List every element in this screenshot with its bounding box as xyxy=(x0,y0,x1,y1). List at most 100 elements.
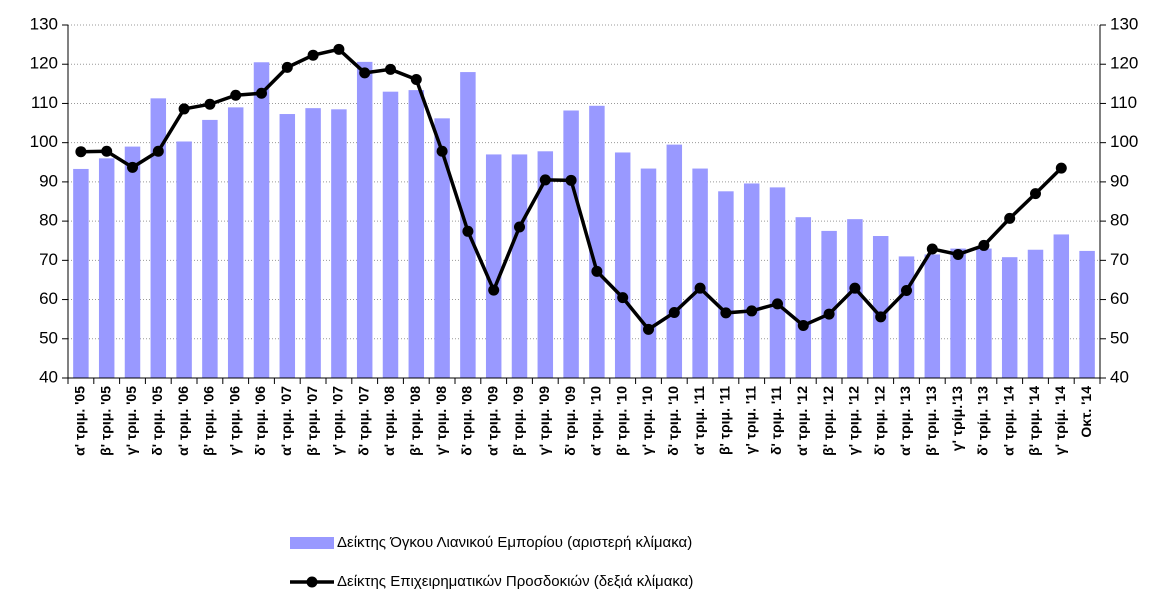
bar xyxy=(176,141,192,378)
bar xyxy=(872,236,889,378)
x-tick-label: β' τριμ. '08 xyxy=(407,386,423,456)
x-tick-label: α' τριμ. '13 xyxy=(897,386,913,456)
x-tick-label: α' τριμ. '07 xyxy=(278,386,294,456)
line-point xyxy=(901,285,912,297)
y2-tick-label: 100 xyxy=(1110,132,1138,151)
line-point xyxy=(978,239,990,251)
legend-label: Δείκτης Επιχειρηματικών Προσδοκιών (δεξι… xyxy=(337,573,693,590)
y-tick-label: 40 xyxy=(39,367,58,386)
x-tick-label: β' τριμ. '05 xyxy=(97,386,113,456)
bar xyxy=(640,168,657,378)
bar xyxy=(98,158,115,378)
bar xyxy=(73,168,89,378)
bar xyxy=(124,146,141,378)
bar xyxy=(769,187,786,378)
line-point xyxy=(462,225,474,237)
line-point xyxy=(643,323,654,335)
bar xyxy=(898,256,915,378)
line-point xyxy=(127,161,138,173)
bar xyxy=(847,219,863,378)
line-point xyxy=(1030,188,1041,200)
y2-tick-label: 80 xyxy=(1110,211,1129,230)
bar xyxy=(614,152,631,378)
line-point xyxy=(1055,162,1067,174)
bar xyxy=(718,191,734,378)
bar xyxy=(408,90,425,378)
x-tick-label: γ' τρίμ.'13 xyxy=(949,386,965,451)
y-tick-label: 60 xyxy=(39,289,58,308)
x-tick-label: γ' τριμ. '11 xyxy=(742,386,758,454)
line-point xyxy=(333,43,345,55)
y-tick-label: 100 xyxy=(30,132,58,151)
y-tick-label: 130 xyxy=(30,14,58,33)
bar xyxy=(331,109,347,379)
bar xyxy=(356,61,373,378)
line-point xyxy=(875,311,887,323)
bar xyxy=(202,119,218,378)
bar xyxy=(434,118,450,379)
line-point xyxy=(152,145,164,157)
y-tick-label: 110 xyxy=(31,93,58,112)
x-tick-label: δ' τρίμ. '13 xyxy=(975,386,991,456)
x-tick-label: α' τριμ. '11 xyxy=(691,386,707,455)
bar xyxy=(150,98,167,379)
x-tick-label: δ' τριμ. '10 xyxy=(665,386,681,456)
bar xyxy=(666,144,683,378)
bar xyxy=(485,154,502,378)
bar xyxy=(511,154,528,378)
bar xyxy=(382,91,399,378)
line-point xyxy=(204,98,216,110)
x-tick-label: δ' τριμ. '09 xyxy=(562,386,578,456)
line-point xyxy=(359,67,371,79)
bar xyxy=(589,105,605,378)
line-point xyxy=(952,248,964,260)
x-tick-label: γ' τριμ. '05 xyxy=(123,386,139,455)
x-tick-label: α' τριμ. '08 xyxy=(381,386,397,456)
line-point xyxy=(694,282,706,294)
x-tick-label: β' τριμ. '12 xyxy=(820,386,836,456)
x-tick-label: α' τριμ. '09 xyxy=(484,386,500,456)
bar xyxy=(950,248,966,378)
x-tick-label: γ' τριμ. '08 xyxy=(433,386,449,455)
y2-tick-label: 130 xyxy=(1110,14,1138,33)
x-tick-label: δ' τριμ. '07 xyxy=(355,386,371,456)
line-point xyxy=(539,174,551,186)
x-tick-label: β' τριμ. '14 xyxy=(1026,386,1042,456)
x-tick-label: α' τριμ. '06 xyxy=(175,386,191,456)
bar xyxy=(795,217,812,378)
x-tick-label: γ' τριμ. '06 xyxy=(226,386,242,455)
x-tick-label: γ' τριμ. '07 xyxy=(330,386,346,455)
line-point xyxy=(849,282,861,294)
line-point xyxy=(591,265,603,277)
bar xyxy=(460,72,476,379)
x-tick-label: α' τριμ. '12 xyxy=(794,386,810,456)
x-tick-label: α' τριμ. '05 xyxy=(72,386,88,456)
line-point xyxy=(668,306,680,318)
x-tick-label: δ' τριμ. '05 xyxy=(149,386,165,456)
x-tick-label: α' τριμ. '14 xyxy=(1000,386,1016,456)
bar xyxy=(821,230,837,378)
x-tick-label: β' τριμ. '11 xyxy=(717,386,733,455)
y2-tick-label: 40 xyxy=(1110,367,1129,386)
x-tick-label: δ' τριμ. '08 xyxy=(459,386,475,456)
x-tick-label: β' τριμ. '10 xyxy=(613,386,629,456)
bar xyxy=(743,183,760,378)
y2-tick-label: 110 xyxy=(1110,93,1137,112)
line-point xyxy=(720,307,732,319)
line-point xyxy=(307,49,319,61)
x-tick-label: β' τριμ. '06 xyxy=(201,386,217,456)
legend-swatch xyxy=(306,576,318,588)
x-tick-label: δ' τριμ. '11 xyxy=(768,386,784,455)
bar xyxy=(305,108,321,378)
x-tick-label: α' τριμ. '10 xyxy=(588,386,604,456)
y2-tick-label: 120 xyxy=(1110,54,1138,73)
x-tick-label: δ' τριμ. '06 xyxy=(252,386,268,456)
x-tick-label: β' τριμ. '09 xyxy=(510,386,526,456)
y-tick-label: 90 xyxy=(39,171,58,190)
bar xyxy=(279,114,296,378)
bar xyxy=(227,107,244,378)
line-point xyxy=(797,319,809,331)
legend-label: Δείκτης Όγκου Λιανικού Εμπορίου (αριστερ… xyxy=(337,534,692,551)
line-point xyxy=(617,292,629,304)
